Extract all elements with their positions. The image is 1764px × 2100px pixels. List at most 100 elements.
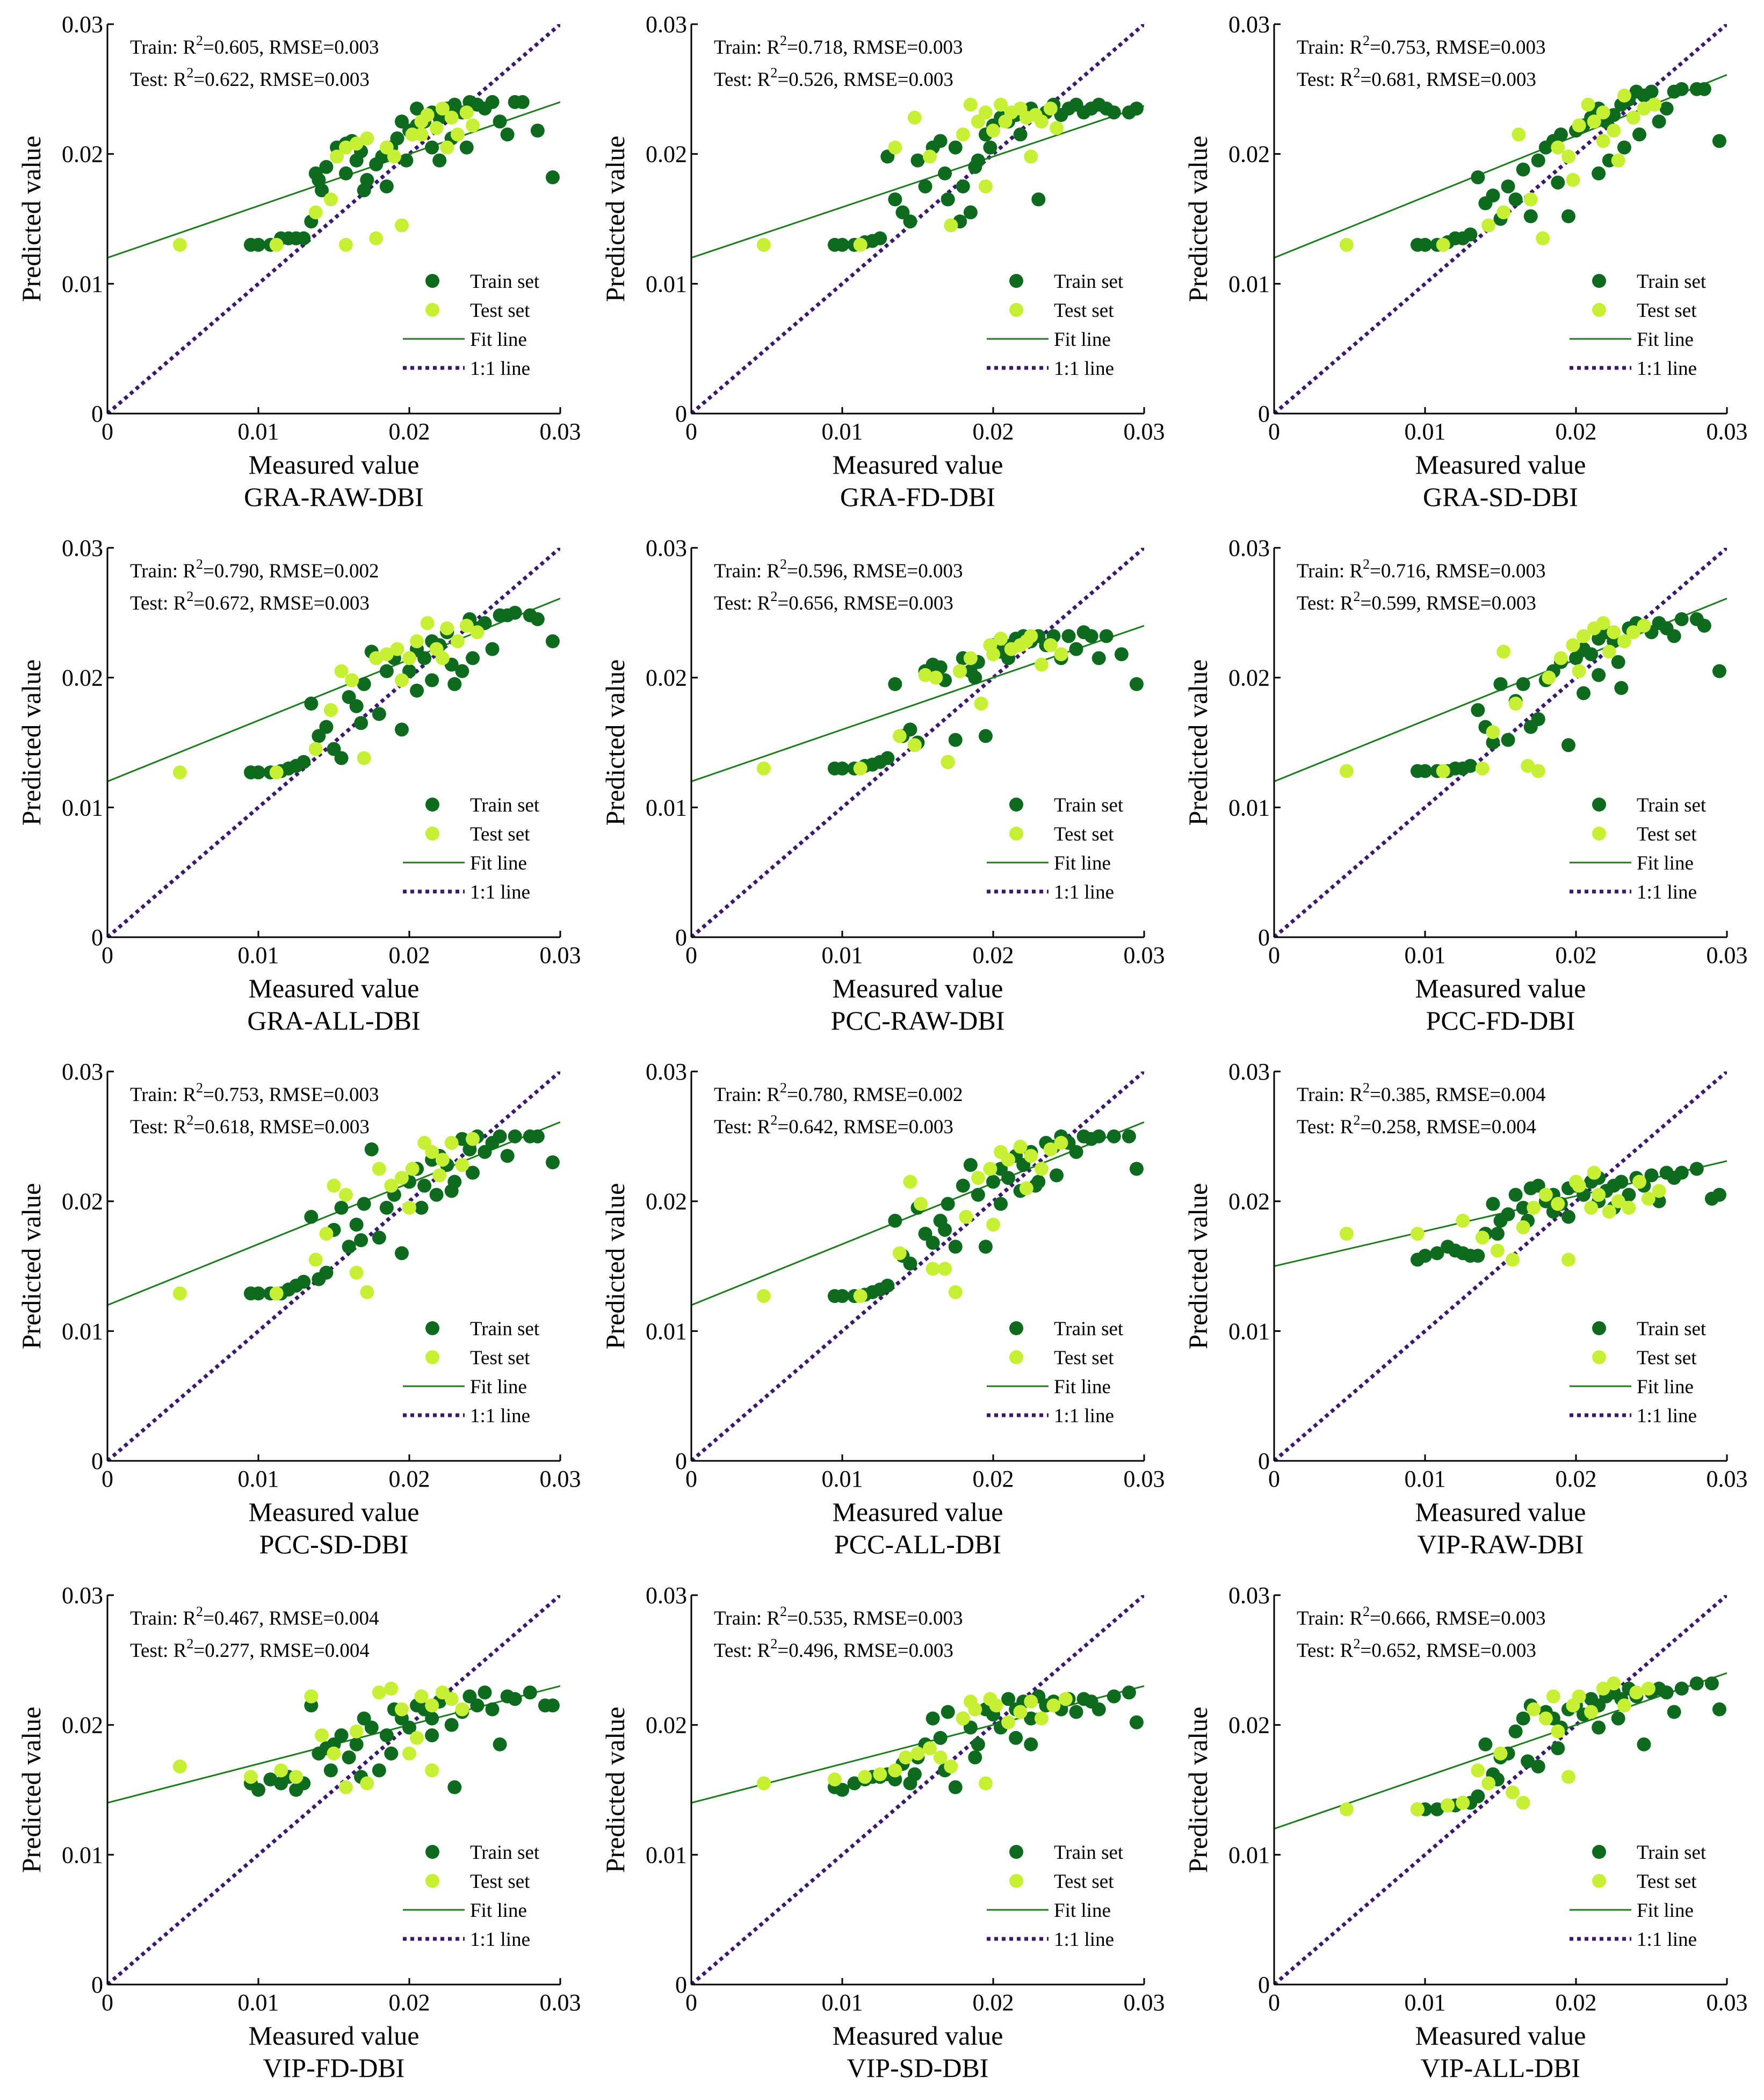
test-point bbox=[440, 140, 454, 155]
x-axis-label: Measured value bbox=[833, 1497, 1003, 1527]
test-point bbox=[953, 664, 967, 678]
test-point bbox=[1596, 134, 1610, 148]
train-point bbox=[1659, 102, 1674, 116]
test-point bbox=[369, 651, 384, 665]
train-point bbox=[835, 237, 849, 252]
test-point bbox=[1551, 1724, 1565, 1739]
legend-train-marker bbox=[425, 1321, 439, 1335]
test-point bbox=[994, 632, 1008, 646]
y-tick-label: 0.02 bbox=[1228, 141, 1270, 168]
train-point bbox=[1674, 1165, 1689, 1180]
train-point bbox=[500, 127, 515, 142]
train-point bbox=[334, 1728, 349, 1742]
train-point bbox=[1430, 1802, 1444, 1816]
train-point bbox=[334, 1200, 349, 1215]
test-point bbox=[429, 121, 444, 135]
test-point bbox=[444, 1692, 459, 1706]
train-point bbox=[500, 1149, 515, 1163]
y-tick-label: 0.03 bbox=[646, 535, 687, 561]
fit-line bbox=[691, 105, 1144, 259]
y-tick-label: 0.03 bbox=[62, 1059, 103, 1085]
legend-test-label: Test set bbox=[1637, 300, 1697, 322]
legend-fit-label: Fit line bbox=[1054, 852, 1111, 874]
test-point bbox=[1647, 97, 1662, 112]
train-point bbox=[354, 1233, 368, 1248]
test-point bbox=[1584, 1705, 1599, 1719]
y-axis-label: Predicted value bbox=[1183, 136, 1213, 302]
test-point bbox=[450, 127, 465, 142]
legend-test-label: Test set bbox=[1054, 823, 1114, 845]
test-point bbox=[963, 1695, 978, 1709]
test-point bbox=[327, 1178, 341, 1193]
test-point bbox=[1542, 670, 1556, 685]
train-point bbox=[1471, 1789, 1485, 1804]
train-point bbox=[1592, 166, 1606, 180]
train-point bbox=[1622, 1187, 1636, 1202]
test-point bbox=[1034, 114, 1049, 129]
x-tick-label: 0.01 bbox=[822, 1989, 863, 2016]
test-point bbox=[1019, 634, 1033, 648]
train-point bbox=[956, 1178, 970, 1193]
train-point bbox=[1493, 677, 1508, 691]
x-axis-label: Measured value bbox=[833, 2021, 1003, 2051]
legend: Train set Test set Fit line 1:1 line bbox=[987, 1842, 1124, 1951]
test-point bbox=[243, 1770, 258, 1784]
scatter-panel: 0 0.01 0.02 0.03 0 0.01 0.02 0.03 Measured value… bbox=[1183, 535, 1748, 1035]
legend-test-label: Test set bbox=[1054, 300, 1114, 322]
train-point bbox=[357, 183, 371, 198]
legend-train-marker bbox=[1009, 798, 1023, 812]
test-point bbox=[1551, 1197, 1565, 1211]
train-point bbox=[948, 733, 963, 747]
train-point bbox=[1697, 82, 1711, 96]
test-point bbox=[357, 751, 371, 765]
scatter-panel: 0 0.01 0.02 0.03 0 0.01 0.02 0.03 Measured value… bbox=[16, 11, 581, 512]
train-point bbox=[1107, 1689, 1121, 1704]
x-tick-label: 0.02 bbox=[389, 942, 430, 968]
train-point bbox=[379, 179, 394, 194]
train-point bbox=[1490, 1227, 1505, 1241]
y-axis-label: Predicted value bbox=[16, 136, 46, 302]
legend-train-marker bbox=[1009, 1845, 1023, 1859]
test-point bbox=[349, 136, 364, 151]
train-point bbox=[1486, 1197, 1500, 1211]
scatter-panel: 0 0.01 0.02 0.03 0 0.01 0.02 0.03 Measured value… bbox=[600, 1059, 1165, 1559]
x-tick-label: 0.03 bbox=[540, 1466, 581, 1492]
train-point bbox=[263, 1772, 278, 1787]
test-point bbox=[338, 1187, 353, 1202]
train-point bbox=[319, 720, 334, 734]
train-point bbox=[1712, 1187, 1726, 1202]
train-point bbox=[1667, 629, 1681, 643]
legend-train-marker bbox=[1592, 798, 1606, 812]
test-point bbox=[1043, 1142, 1058, 1156]
test-point bbox=[983, 1692, 997, 1706]
train-point bbox=[983, 140, 997, 155]
train-point bbox=[1652, 1194, 1666, 1208]
train-point bbox=[1611, 655, 1625, 669]
test-stats-text: Test: R2=0.642, RMSE=0.003 bbox=[714, 1112, 953, 1138]
train-point bbox=[903, 214, 917, 229]
train-point bbox=[941, 1197, 955, 1211]
x-tick-label: 0.02 bbox=[973, 1466, 1014, 1492]
x-tick-label: 0.01 bbox=[822, 1466, 863, 1492]
train-point bbox=[1013, 127, 1028, 142]
fit-line bbox=[691, 625, 1144, 783]
train-point bbox=[1122, 1685, 1136, 1700]
train-stats-text: Train: R2=0.780, RMSE=0.002 bbox=[714, 1080, 963, 1106]
train-point bbox=[880, 751, 895, 765]
test-stats-text: Test: R2=0.652, RMSE=0.003 bbox=[1297, 1636, 1536, 1662]
train-point bbox=[1091, 651, 1106, 665]
panel-title: PCC-FD-DBI bbox=[1426, 1005, 1575, 1035]
train-point bbox=[938, 166, 952, 180]
train-stats-text: Train: R2=0.718, RMSE=0.003 bbox=[714, 33, 963, 59]
train-point bbox=[1001, 1692, 1016, 1706]
test-point bbox=[1584, 1200, 1599, 1215]
x-tick-label: 0.03 bbox=[1124, 418, 1165, 445]
train-point bbox=[941, 1705, 955, 1719]
legend-one-to-one-label: 1:1 line bbox=[1054, 358, 1114, 380]
test-point bbox=[410, 634, 424, 648]
test-point bbox=[1561, 1770, 1575, 1784]
train-point bbox=[1584, 647, 1599, 662]
legend-one-to-one-label: 1:1 line bbox=[470, 1929, 530, 1951]
test-stats-text: Test: R2=0.672, RMSE=0.003 bbox=[130, 589, 370, 614]
legend-one-to-one-label: 1:1 line bbox=[470, 358, 530, 380]
